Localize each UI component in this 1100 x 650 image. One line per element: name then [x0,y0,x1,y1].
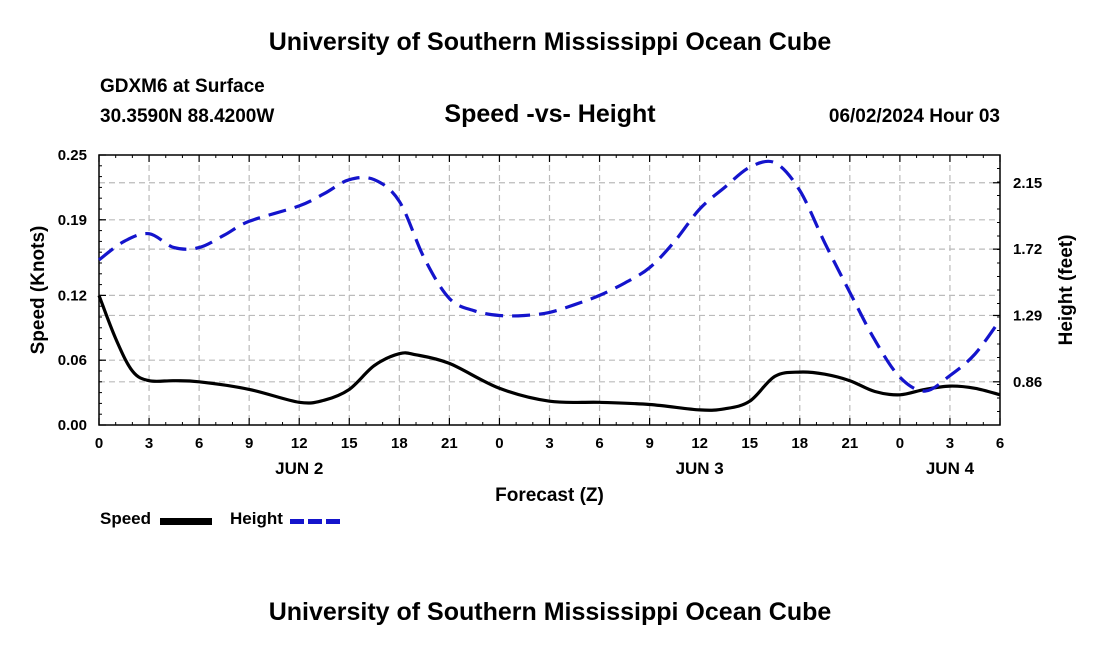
x-tick-label: 21 [841,435,858,452]
y-axis-left-label: Speed (Knots) [28,226,49,355]
y-right-tick-label: 0.86 [1013,374,1042,391]
x-axis-label: Forecast (Z) [495,485,604,506]
y-left-tick-label: 0.19 [58,212,87,229]
forecast-datestamp: 06/02/2024 Hour 03 [828,106,1000,127]
x-tick-label: 15 [341,435,358,452]
y-right-tick-label: 2.15 [1013,175,1042,192]
x-tick-label: 6 [595,435,603,452]
y-left-tick-label: 0.25 [58,147,87,164]
y-right-tick-label: 1.29 [1013,307,1042,324]
x-tick-label: 18 [391,435,408,452]
x-tick-label: 3 [545,435,553,452]
day-label: JUN 3 [676,459,724,478]
legend-speed-swatch [160,518,212,525]
x-tick-label: 0 [95,435,103,452]
x-tick-label: 15 [741,435,758,452]
x-tick-label: 9 [645,435,653,452]
speed-series-line [97,294,1001,412]
x-tick-label: 6 [996,435,1004,452]
y-left-tick-label: 0.06 [58,352,87,369]
chart-subtitle: Speed -vs- Height [444,100,656,128]
x-tick-label: 18 [791,435,808,452]
x-tick-label: 0 [495,435,503,452]
y-axis-right-label: Height (feet) [1056,235,1077,346]
y-left-tick-label: 0.00 [58,417,87,434]
grid [99,155,1000,425]
x-tick-label: 0 [896,435,904,452]
chart-title: University of Southern Mississippi Ocean… [268,28,832,56]
station-coordinates: 30.3590N 88.4200W [100,106,275,127]
x-tick-label: 3 [946,435,954,452]
x-tick-label: 12 [691,435,708,452]
x-tick-label: 6 [195,435,203,452]
x-tick-label: 3 [145,435,153,452]
legend-speed-label: Speed [100,509,152,528]
x-tick-label: 9 [245,435,253,452]
day-label: JUN 4 [926,459,975,478]
y-right-tick-label: 1.72 [1013,241,1042,258]
y-left-tick-label: 0.12 [58,287,87,304]
axis-ticks: 0 3 6 9 12 15 18 21 0 3 6 9 12 15 18 21 0 3 6 JUN 2 JUN 3 JUN… [58,147,1042,478]
series-lines [97,159,1002,412]
footer-title: University of Southern Mississippi Ocean… [268,598,832,626]
day-label: JUN 2 [275,459,323,478]
legend-height-swatch [290,519,342,524]
axis-labels: Forecast (Z) Speed (Knots) Height (feet) [28,226,1077,506]
x-tick-label: 21 [441,435,458,452]
x-tick-label: 12 [291,435,308,452]
legend-height-label: Height [230,509,283,528]
height-series-line [98,159,1002,393]
station-name: GDXM6 at Surface [100,76,265,97]
